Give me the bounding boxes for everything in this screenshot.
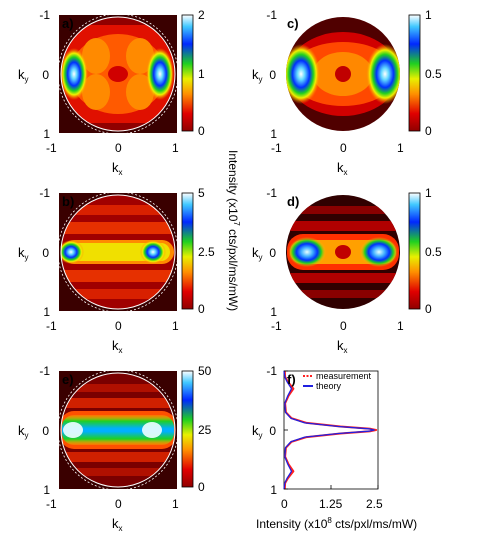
panel-c-ytick-mid: 0 [269, 68, 276, 82]
panel-a-ylabel: ky [18, 67, 29, 84]
panel-d-cbar-tick-mid: 0.5 [425, 245, 442, 259]
panel-c-image [286, 17, 400, 131]
panel-b-cbar-tick-bot: 0 [198, 302, 205, 316]
panel-e-xtick-right: 1 [172, 497, 179, 511]
legend-measurement-label: measurement [316, 371, 372, 381]
panel-b-ytick-top: -1 [39, 186, 50, 200]
panel-c-label: c) [287, 16, 299, 31]
panel-a-xtick-right: 1 [172, 141, 179, 155]
panel-d-ylabel: ky [252, 245, 263, 262]
panel-d-image [286, 195, 400, 309]
panel-e-cbar-tick-top: 50 [198, 364, 212, 378]
panel-e-ytick-top: -1 [39, 364, 50, 378]
panel-e-ytick-mid: 0 [42, 424, 49, 438]
panel-a-xtick-left: -1 [46, 141, 57, 155]
panel-d: d) -1 0 1 -1 0 1 ky kx 1 0.5 0 [252, 186, 442, 355]
panel-c-xlabel: kx [337, 160, 348, 177]
panel-a-cbar-tick-bot: 0 [198, 124, 205, 138]
panel-e-colorbar [181, 370, 194, 488]
panel-c-cbar-tick-top: 1 [425, 8, 432, 22]
panel-f-ytick-bot: 1 [270, 483, 277, 497]
panel-a-xlabel: kx [112, 160, 123, 177]
panel-d-cbar-tick-top: 1 [425, 186, 432, 200]
panel-f-xtick-2: 2.5 [366, 497, 383, 511]
panel-b-xtick-left: -1 [46, 319, 57, 333]
panel-c: c) -1 0 1 -1 0 1 ky kx 1 0.5 0 [252, 8, 442, 177]
panel-a-image [61, 17, 175, 131]
series-theory-line [283, 370, 375, 490]
panel-c-ylabel: ky [252, 67, 263, 84]
panel-a-ytick-top: -1 [39, 8, 50, 22]
panel-b-cbar-tick-top: 5 [198, 186, 205, 200]
panel-a-cbar-tick-mid: 1 [198, 67, 205, 81]
panel-c-cbar-tick-bot: 0 [425, 124, 432, 138]
panel-c-xtick-left: -1 [271, 141, 282, 155]
panel-c-xtick-mid: 0 [340, 141, 347, 155]
series-measurement-line [283, 370, 378, 490]
panel-d-label: d) [287, 194, 299, 209]
panel-a: a) -1 0 1 -1 0 1 ky kx 2 1 0 [18, 8, 205, 177]
panel-e-ytick-bot: 1 [43, 483, 50, 497]
legend-theory-label: theory [316, 381, 342, 391]
panel-b-label: b) [62, 194, 74, 209]
panel-f-label: f) [287, 372, 296, 387]
panel-f-ylabel: ky [252, 423, 263, 440]
panel-d-xlabel: kx [337, 338, 348, 355]
panel-f: f) measurement theory -1 0 1 0 1.25 2.5 … [252, 364, 417, 531]
panel-a-cbar-tick-top: 2 [198, 8, 205, 22]
panel-f-plot-frame [283, 370, 379, 490]
panel-a-xtick-mid: 0 [115, 141, 122, 155]
panel-b-ytick-mid: 0 [42, 246, 49, 260]
panel-d-xtick-right: 1 [397, 319, 404, 333]
panel-c-xtick-right: 1 [397, 141, 404, 155]
panel-a-ytick-bot: 1 [43, 127, 50, 141]
panel-b-ytick-bot: 1 [43, 305, 50, 319]
panel-a-ytick-mid: 0 [42, 68, 49, 82]
panel-b-image [61, 195, 175, 309]
intensity-axis-label-vertical: Intensity (x107 cts/pxl/ms/mW) [226, 150, 241, 311]
panel-e: e) -1 0 1 -1 0 1 ky kx 50 25 0 [18, 364, 212, 533]
panel-d-ytick-top: -1 [266, 186, 277, 200]
panel-e-xlabel: kx [112, 516, 123, 533]
panel-e-image [61, 373, 175, 487]
panel-e-cbar-tick-mid: 25 [198, 423, 212, 437]
panel-f-legend: measurement theory [303, 371, 372, 391]
panel-f-xtick-1: 1.25 [319, 497, 343, 511]
panel-e-cbar-tick-bot: 0 [198, 480, 205, 494]
panel-b: b) -1 0 1 -1 0 1 ky kx 5 2.5 0 [18, 186, 215, 355]
panel-f-xlabel: Intensity (x108 cts/pxl/ms/mW) [256, 516, 417, 531]
panel-a-colorbar [181, 14, 194, 132]
panel-e-ylabel: ky [18, 423, 29, 440]
panel-d-xtick-mid: 0 [340, 319, 347, 333]
panel-a-label: a) [62, 16, 74, 31]
panel-d-cbar-tick-bot: 0 [425, 302, 432, 316]
panel-f-series-group [283, 370, 378, 490]
panel-d-ytick-bot: 1 [270, 305, 277, 319]
panel-b-xtick-mid: 0 [115, 319, 122, 333]
panel-d-xtick-left: -1 [271, 319, 282, 333]
panel-b-colorbar [181, 192, 194, 310]
panel-c-ytick-bot: 1 [270, 127, 277, 141]
panel-c-cbar-tick-mid: 0.5 [425, 67, 442, 81]
panel-c-ytick-top: -1 [266, 8, 277, 22]
panel-c-colorbar [408, 14, 421, 132]
panel-f-ytick-top: -1 [266, 364, 277, 378]
panel-e-xtick-left: -1 [46, 497, 57, 511]
panel-e-xtick-mid: 0 [115, 497, 122, 511]
panel-d-colorbar [408, 192, 421, 310]
panel-b-cbar-tick-mid: 2.5 [198, 245, 215, 259]
panel-f-xtick-0: 0 [281, 497, 288, 511]
panel-d-ytick-mid: 0 [269, 246, 276, 260]
panel-e-label: e) [62, 372, 74, 387]
panel-f-ytick-mid: 0 [269, 424, 276, 438]
panel-b-xlabel: kx [112, 338, 123, 355]
panel-b-ylabel: ky [18, 245, 29, 262]
panel-b-xtick-right: 1 [172, 319, 179, 333]
